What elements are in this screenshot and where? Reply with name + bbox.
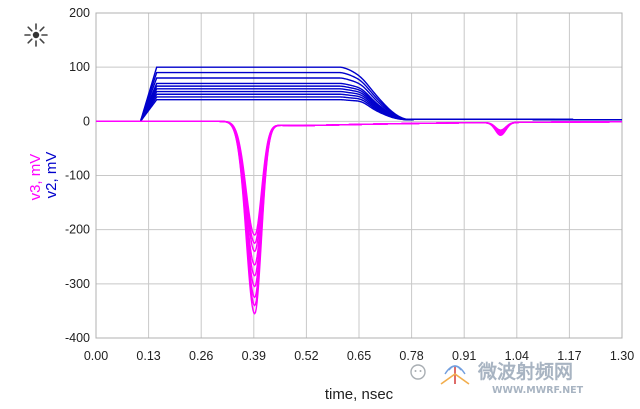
y-tick-label: -300 [65, 277, 90, 291]
y-axis-title: v3, mV v2, mV [27, 150, 60, 201]
sunburst-logo-icon [24, 23, 48, 47]
watermark-url: WWW.MWRF.NET [492, 385, 584, 396]
y-tick-label: -100 [65, 169, 90, 183]
x-tick-label: 0.65 [347, 349, 371, 363]
watermark-cn: 微波射频网 [477, 360, 573, 383]
watermark-chat-icon [410, 364, 426, 380]
y-tick-label: -400 [65, 331, 90, 345]
series-v2 [96, 66, 622, 123]
y-tick-label: 0 [83, 114, 90, 128]
x-tick-label: 0.39 [242, 349, 266, 363]
y-tick-label: -200 [65, 223, 90, 237]
x-tick-label: 1.04 [505, 349, 529, 363]
x-tick-label: 0.52 [294, 349, 318, 363]
x-tick-label: 1.30 [610, 349, 634, 363]
x-tick-label: 0.78 [399, 349, 423, 363]
watermark-signal-icon [440, 365, 470, 385]
x-axis-title: time, nsec [325, 386, 394, 403]
y-tick-labels: 200 100 0 -100 -200 -300 -400 [65, 6, 90, 345]
x-tick-label: 0.00 [84, 349, 108, 363]
plot-frame [95, 12, 623, 339]
watermark: 微波射频网 WWW.MWRF.NET [410, 360, 584, 396]
x-tick-label: 0.91 [452, 349, 476, 363]
x-tick-label: 0.13 [136, 349, 160, 363]
y-tick-label: 100 [69, 60, 90, 74]
v2-line [96, 98, 622, 123]
y-tick-label: 200 [69, 6, 90, 20]
series-v3 [96, 120, 622, 315]
y-axis-title-v2: v2, mV [43, 152, 60, 199]
x-tick-label: 0.26 [189, 349, 213, 363]
x-tick-labels: 0.00 0.13 0.26 0.39 0.52 0.65 0.78 0.91 1.04 1.17… [84, 349, 634, 363]
v3-line [96, 120, 622, 236]
y-axis-title-v3: v3, mV [27, 154, 44, 201]
x-tick-label: 1.17 [557, 349, 581, 363]
